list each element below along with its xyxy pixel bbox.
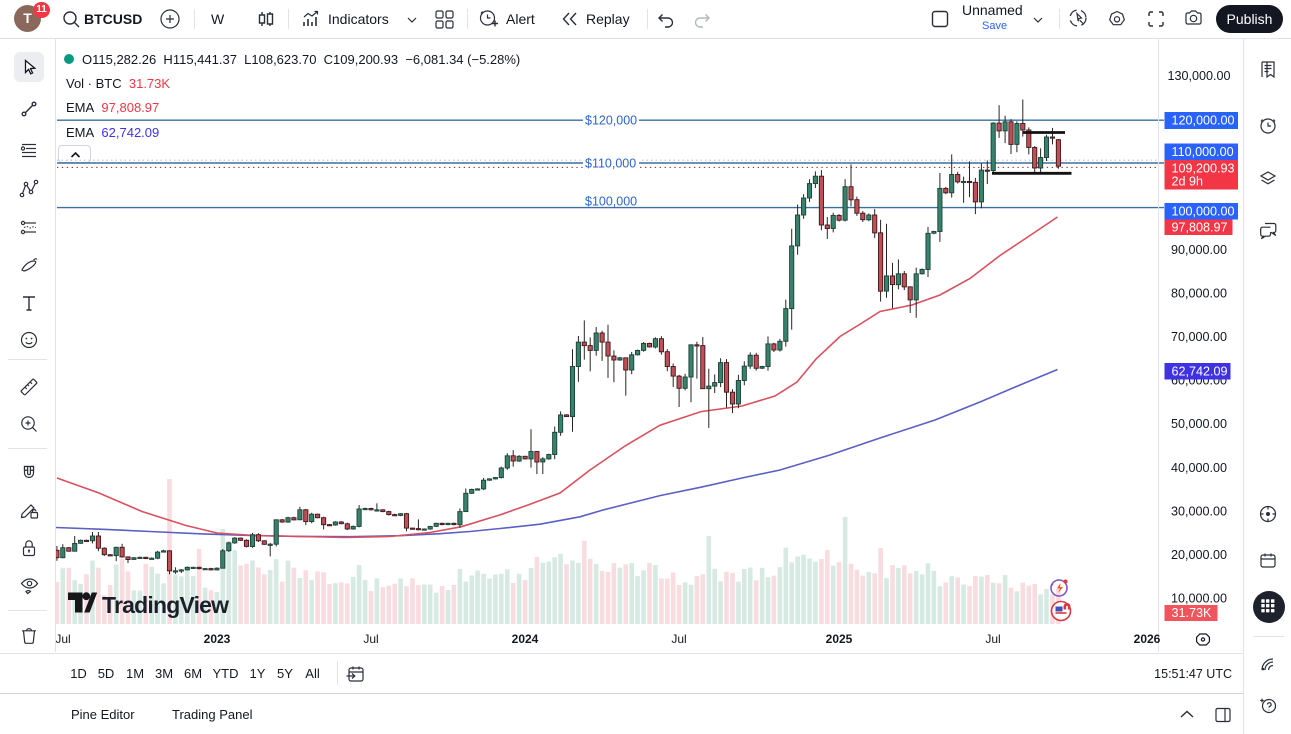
svg-text:120,000.00: 120,000.00 (1172, 114, 1235, 128)
svg-text:Jul: Jul (363, 632, 378, 646)
svg-text:2d 9h: 2d 9h (1172, 174, 1204, 188)
svg-text:2023: 2023 (204, 632, 231, 646)
svg-text:109,200.93: 109,200.93 (1172, 161, 1235, 175)
svg-text:31.73K: 31.73K (1172, 606, 1213, 620)
svg-text:40,000.00: 40,000.00 (1171, 461, 1227, 475)
svg-text:TradingView: TradingView (102, 592, 229, 618)
svg-text:2025: 2025 (826, 632, 853, 646)
svg-text:130,000.00: 130,000.00 (1167, 69, 1230, 83)
svg-text:110,000.00: 110,000.00 (1172, 145, 1234, 159)
svg-text:$100,000: $100,000 (585, 194, 637, 208)
svg-text:$110,000: $110,000 (585, 156, 636, 170)
svg-text:Jul: Jul (985, 632, 1000, 646)
svg-text:2026: 2026 (1134, 632, 1161, 646)
svg-text:80,000.00: 80,000.00 (1171, 287, 1227, 301)
svg-text:90,000.00: 90,000.00 (1171, 243, 1227, 257)
svg-text:2024: 2024 (512, 632, 539, 646)
svg-text:Jul: Jul (55, 632, 70, 646)
svg-text:30,000.00: 30,000.00 (1171, 504, 1227, 518)
svg-text:100,000.00: 100,000.00 (1172, 204, 1235, 218)
svg-text:Jul: Jul (671, 632, 686, 646)
svg-text:20,000.00: 20,000.00 (1171, 548, 1227, 562)
svg-text:70,000.00: 70,000.00 (1171, 330, 1227, 344)
svg-text:$120,000: $120,000 (585, 114, 637, 128)
svg-text:62,742.09: 62,742.09 (1172, 364, 1228, 378)
svg-text:10,000.00: 10,000.00 (1171, 591, 1227, 605)
svg-text:50,000.00: 50,000.00 (1171, 417, 1227, 431)
svg-text:97,808.97: 97,808.97 (1172, 220, 1228, 234)
